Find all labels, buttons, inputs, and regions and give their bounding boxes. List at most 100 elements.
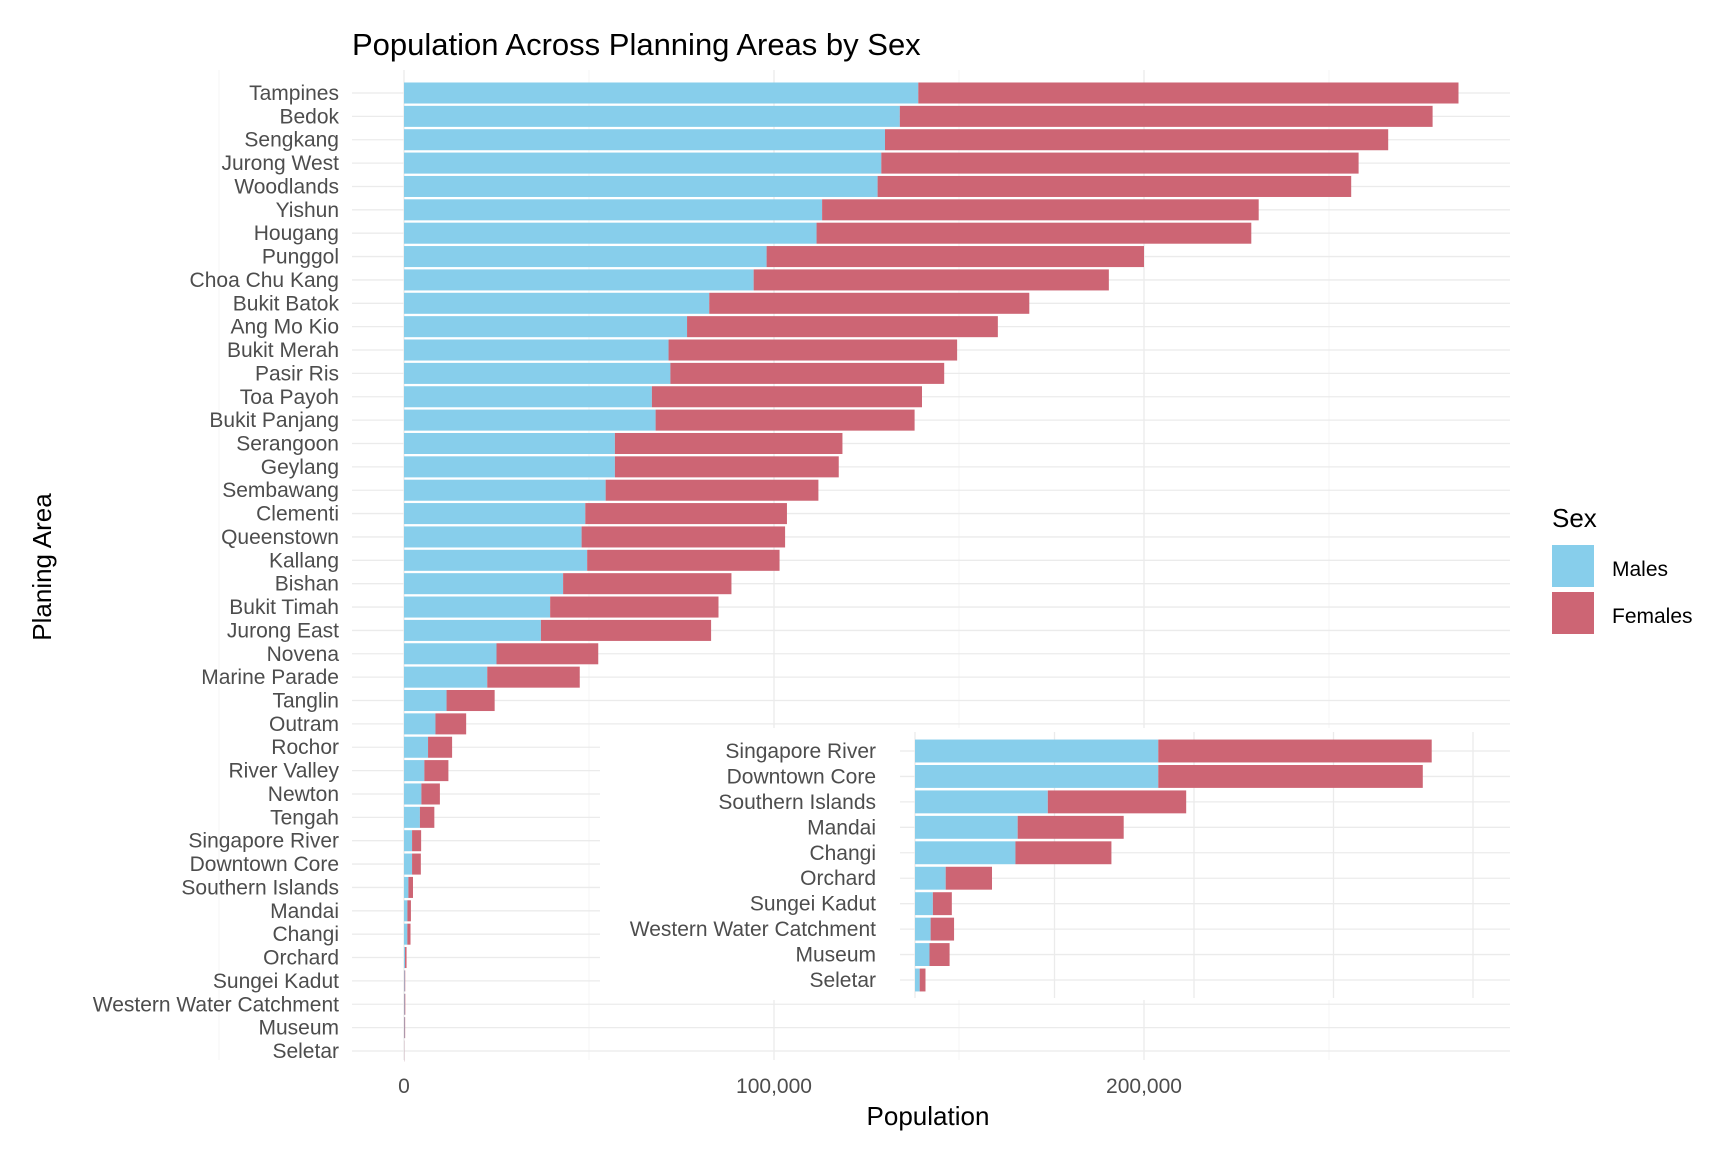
inset-y-tick-label-singapore-river: Singapore River (725, 740, 876, 763)
inset-bar-males-orchard (915, 866, 946, 890)
y-tick-label-toa-payoh: Toa Payoh (240, 386, 339, 409)
bar-females-river-valley (424, 760, 449, 782)
bar-females-orchard (405, 947, 407, 969)
inset-bar-males-mandai (915, 815, 1018, 839)
inset-y-tick-label-downtown-core: Downtown Core (727, 765, 876, 788)
bar-females-bishan (563, 573, 732, 595)
bar-males-downtown-core (404, 853, 413, 875)
bar-males-sembawang (404, 479, 606, 501)
bar-males-rochor (404, 736, 429, 758)
inset-y-tick-label-museum: Museum (795, 944, 876, 967)
x-axis-title: Population (867, 1101, 990, 1131)
y-tick-label-jurong-east: Jurong East (227, 619, 339, 642)
legend: Sex Males Females (1552, 503, 1693, 634)
inset-y-tick-label-seletar: Seletar (809, 969, 876, 992)
bar-males-yishun (404, 199, 823, 221)
bar-males-bukit-merah (404, 339, 669, 361)
bar-females-geylang (614, 456, 839, 478)
inset-bar-females-orchard (945, 866, 993, 890)
bar-females-jurong-east (540, 619, 712, 641)
y-tick-label-marine-parade: Marine Parade (201, 666, 339, 689)
inset-bar-males-southern-islands (915, 790, 1048, 814)
inset-y-tick-label-southern-islands: Southern Islands (718, 791, 876, 814)
bar-females-pasir-ris (670, 362, 945, 384)
bar-females-changi (407, 923, 411, 945)
y-tick-label-geylang: Geylang (261, 456, 339, 479)
y-tick-label-novena: Novena (267, 643, 340, 666)
inset-bar-females-mandai (1017, 815, 1124, 839)
bar-males-clementi (404, 503, 586, 525)
inset-bar-males-singapore-river (915, 739, 1159, 763)
y-tick-label-woodlands: Woodlands (234, 175, 339, 198)
bar-females-bukit-batok (709, 292, 1030, 314)
bar-females-kallang (587, 549, 780, 571)
y-tick-label-bishan: Bishan (275, 573, 339, 596)
bars-layer (404, 82, 1459, 1062)
bar-males-novena (404, 643, 497, 665)
y-tick-label-bedok: Bedok (279, 105, 339, 128)
legend-label-males: Males (1612, 558, 1668, 581)
bar-females-downtown-core (412, 853, 421, 875)
bar-males-queenstown (404, 526, 582, 548)
inset-bar-males-changi (915, 841, 1016, 865)
bar-males-marine-parade (404, 666, 488, 688)
bar-females-mandai (407, 900, 411, 922)
bar-males-southern-islands (404, 876, 409, 898)
y-tick-label-tanglin: Tanglin (272, 690, 339, 713)
y-tick-label-orchard: Orchard (263, 947, 339, 970)
legend-label-females: Females (1612, 605, 1693, 628)
x-tick-label: 200,000 (1106, 1075, 1182, 1098)
inset-bar-females-seletar (919, 968, 926, 992)
y-tick-label-sengkang: Sengkang (244, 129, 339, 152)
bar-males-river-valley (404, 760, 425, 782)
legend-title: Sex (1552, 503, 1597, 533)
x-tick-labels: 0 100,000 200,000 (398, 1075, 1182, 1098)
y-tick-label-sembawang: Sembawang (222, 479, 339, 502)
inset-bar-males-downtown-core (915, 764, 1159, 788)
y-tick-label-punggol: Punggol (262, 246, 339, 269)
inset-bar-males-seletar (915, 968, 920, 992)
y-tick-label-southern-islands: Southern Islands (181, 876, 339, 899)
bar-males-ang-mo-kio (404, 316, 688, 338)
bar-females-newton (421, 783, 440, 805)
inset-y-tick-label-orchard: Orchard (800, 867, 876, 890)
bar-males-toa-payoh (404, 386, 652, 408)
y-tick-label-seletar: Seletar (272, 1040, 339, 1063)
bar-males-outram (404, 713, 436, 735)
inset-bar-females-singapore-river (1158, 739, 1432, 763)
bar-males-kallang (404, 549, 588, 571)
bar-males-tengah (404, 806, 420, 828)
inset-y-tick-label-sungei-kadut: Sungei Kadut (750, 893, 876, 916)
y-tick-label-ang-mo-kio: Ang Mo Kio (230, 316, 339, 339)
bar-males-tanglin (404, 689, 447, 712)
y-tick-label-singapore-river: Singapore River (188, 830, 339, 853)
y-tick-label-kallang: Kallang (269, 549, 339, 572)
bar-females-western-water-catchment (404, 993, 406, 1015)
bar-females-outram (435, 713, 467, 735)
bar-males-orchard (404, 947, 406, 969)
bar-males-mandai (404, 900, 408, 922)
bar-males-sengkang (404, 129, 885, 151)
y-tick-label-tampines: Tampines (249, 82, 339, 105)
bar-males-bukit-timah (404, 596, 551, 618)
bar-males-bukit-panjang (404, 409, 656, 431)
y-axis-title: Planing Area (27, 493, 57, 641)
bar-females-sungei-kadut (404, 970, 406, 992)
bar-females-toa-payoh (651, 386, 922, 408)
y-tick-label-serangoon: Serangoon (236, 432, 339, 455)
bar-females-rochor (428, 736, 453, 758)
bar-males-newton (404, 783, 422, 805)
y-tick-label-river-valley: River Valley (229, 760, 340, 783)
bar-males-serangoon (404, 432, 615, 455)
bar-females-yishun (822, 199, 1259, 221)
bar-females-hougang (816, 222, 1252, 244)
y-tick-label-museum: Museum (258, 1017, 339, 1040)
y-tick-label-bukit-panjang: Bukit Panjang (209, 409, 339, 432)
inset-bar-females-western-water-catchment (930, 917, 955, 941)
bar-males-hougang (404, 222, 817, 244)
bar-males-jurong-east (404, 619, 541, 641)
bar-males-bishan (404, 573, 564, 595)
